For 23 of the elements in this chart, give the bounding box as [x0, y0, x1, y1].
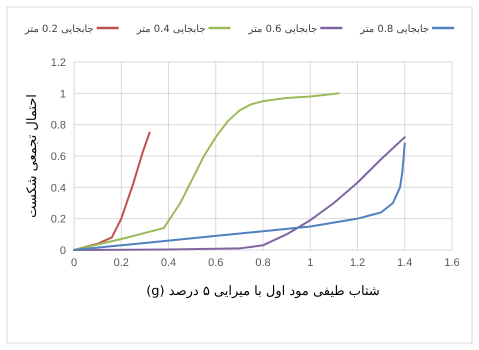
y-tick-label: 1.2 [50, 57, 66, 69]
y-axis-title: احتمال تجمعی شکست [25, 94, 40, 218]
x-tick-label: 1.4 [397, 257, 412, 269]
x-tick-label: 0 [70, 257, 78, 269]
x-tick-label: 1.6 [444, 257, 460, 269]
y-tick-label: 0.6 [50, 151, 66, 163]
y-tick-label: 1 [60, 88, 66, 100]
x-tick-label: 0.6 [208, 257, 224, 269]
y-tick-label: 0.4 [50, 182, 66, 194]
y-tick-label: 0.2 [50, 214, 66, 226]
legend-label: جابجایی 0.2 متر [24, 24, 94, 35]
y-tick-label: 0 [60, 245, 66, 257]
x-tick-label: 1 [307, 257, 314, 269]
x-axis-title: شتاب طیفی مود اول با میرایی ۵ درصد (g) [146, 284, 380, 299]
legend-label: جابجایی 0.8 متر [359, 24, 430, 35]
legend-label: جابجایی 0.4 متر [136, 24, 206, 35]
x-tick-label: 0.8 [255, 257, 271, 269]
legend-label: جابجایی 0.6 متر [248, 24, 318, 35]
x-tick-label: 0.2 [114, 257, 129, 269]
line-series [73, 92, 340, 251]
y-tick-label: 0.8 [50, 120, 66, 132]
x-tick-label: 0.4 [160, 257, 176, 269]
x-tick-label: 1.2 [350, 257, 366, 269]
